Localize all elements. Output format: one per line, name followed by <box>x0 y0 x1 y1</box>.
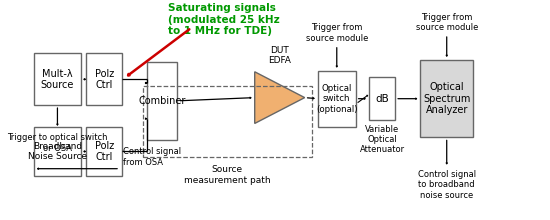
Text: Saturating signals: Saturating signals <box>168 3 276 13</box>
Text: dB: dB <box>375 94 389 104</box>
Text: Broadband
Noise Source: Broadband Noise Source <box>28 142 87 161</box>
FancyBboxPatch shape <box>86 127 122 176</box>
Text: Control signal
from OSA: Control signal from OSA <box>123 147 181 167</box>
Text: Mult-λ
Source: Mult-λ Source <box>41 68 74 90</box>
Text: Source
measurement path: Source measurement path <box>184 165 271 185</box>
Text: Trigger from
source module: Trigger from source module <box>306 23 368 43</box>
FancyBboxPatch shape <box>147 62 178 140</box>
Text: DUT
EDFA: DUT EDFA <box>268 46 291 65</box>
FancyBboxPatch shape <box>318 71 356 127</box>
FancyBboxPatch shape <box>420 60 473 138</box>
Text: Optical
switch
(optional): Optical switch (optional) <box>316 84 358 114</box>
Text: Trigger from
source module: Trigger from source module <box>416 13 478 32</box>
Text: Control signal
to broadband
noise source: Control signal to broadband noise source <box>417 170 476 200</box>
Text: (modulated 25 kHz
to 1 MHz for TDE): (modulated 25 kHz to 1 MHz for TDE) <box>168 15 279 36</box>
FancyBboxPatch shape <box>34 53 81 105</box>
FancyBboxPatch shape <box>369 77 395 120</box>
FancyBboxPatch shape <box>86 53 122 105</box>
Text: Polz
Ctrl: Polz Ctrl <box>95 141 114 162</box>
Text: Optical
Spectrum
Analyzer: Optical Spectrum Analyzer <box>423 82 470 115</box>
Text: Combiner: Combiner <box>139 96 186 106</box>
Text: Variable
Optical
Attenuator: Variable Optical Attenuator <box>360 125 405 154</box>
Text: Trigger to optical switch
or OSA: Trigger to optical switch or OSA <box>7 133 108 152</box>
FancyBboxPatch shape <box>34 127 81 176</box>
Polygon shape <box>255 72 305 123</box>
Text: Polz
Ctrl: Polz Ctrl <box>95 68 114 90</box>
